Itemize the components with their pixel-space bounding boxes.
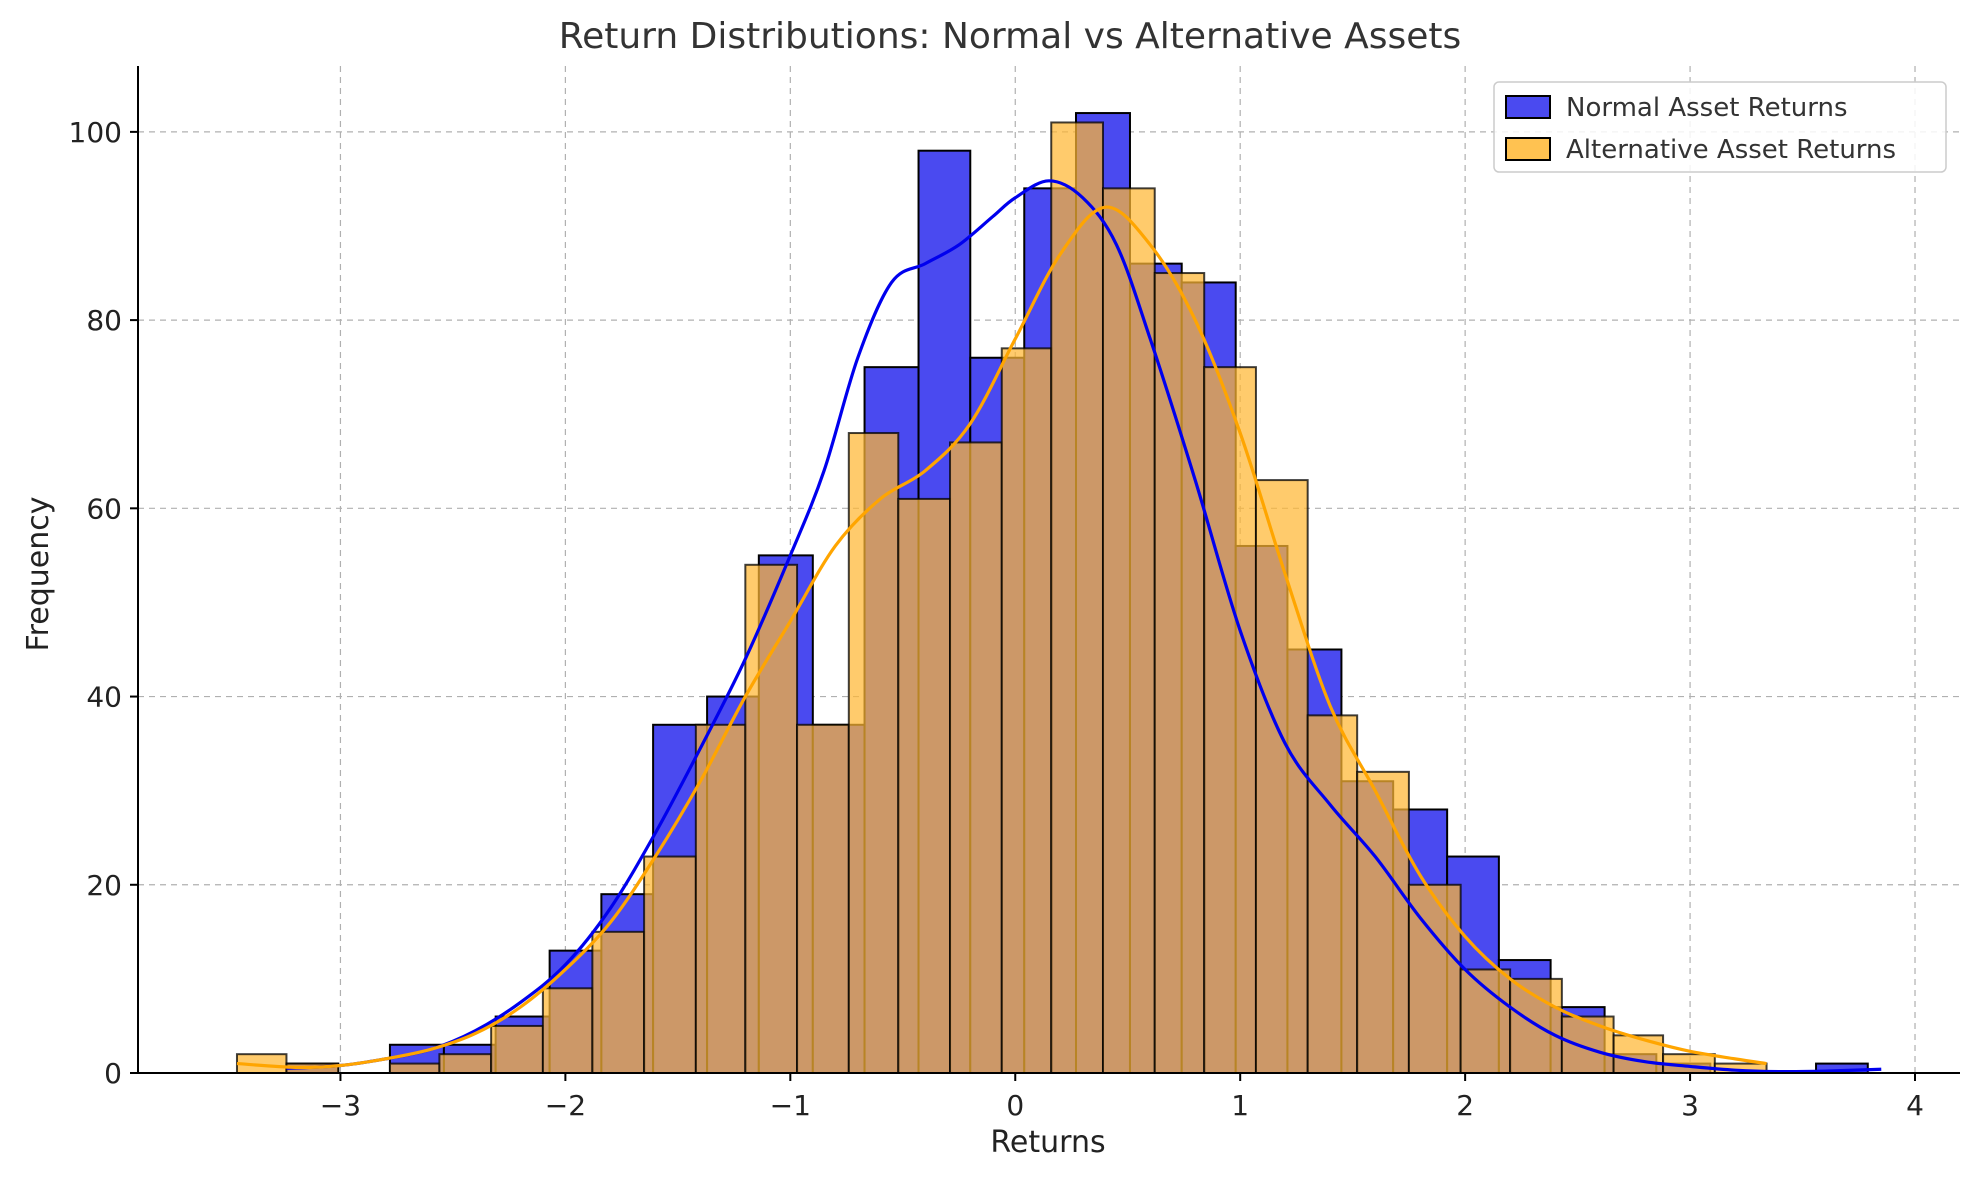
x-tick-label-5: 2 xyxy=(1456,1089,1474,1122)
legend-label-alternative: Alternative Asset Returns xyxy=(1566,135,1896,165)
legend-swatch-alternative xyxy=(1505,137,1551,161)
legend-swatch-normal xyxy=(1505,95,1551,119)
x-tick-label-4: 1 xyxy=(1231,1089,1249,1122)
kde-curve-normal xyxy=(286,179,1882,1074)
x-tick-label-2: −1 xyxy=(770,1089,811,1122)
bar-alternative-11 xyxy=(796,723,850,1074)
x-tick-label-0: −3 xyxy=(320,1089,361,1122)
bar-alternative-13 xyxy=(897,497,952,1074)
y-tick-label-0: 0 xyxy=(104,1057,122,1090)
bar-alternative-12 xyxy=(847,432,900,1075)
bar-alternative-6 xyxy=(541,987,594,1075)
kde-curves xyxy=(236,179,1882,1074)
legend-label-normal: Normal Asset Returns xyxy=(1566,93,1848,123)
bar-alternative-14 xyxy=(949,441,1003,1074)
x-axis-label: Returns xyxy=(990,1125,1105,1160)
bar-alternative-4 xyxy=(438,1053,493,1075)
bar-alternative-8 xyxy=(643,855,697,1074)
x-tick-label-3: 0 xyxy=(1006,1089,1024,1122)
bar-alternative-18 xyxy=(1153,272,1206,1074)
kde-curve-alternative xyxy=(236,205,1767,1070)
legend: Normal Asset Returns Alternative Asset Re… xyxy=(1493,81,1947,173)
bar-alternative-19 xyxy=(1203,366,1257,1074)
y-tick-label-4: 80 xyxy=(86,304,122,337)
bar-alternative-10 xyxy=(744,563,799,1074)
bar-alternative-17 xyxy=(1101,187,1156,1075)
y-tick-label-2: 40 xyxy=(86,681,122,714)
legend-box xyxy=(1493,81,1947,173)
bar-alternative-21 xyxy=(1306,714,1359,1074)
bar-alternative-15 xyxy=(1000,347,1053,1075)
y-tick-label-1: 20 xyxy=(86,869,122,902)
bar-alternative-26 xyxy=(1560,1015,1615,1075)
bar-alternative-22 xyxy=(1356,770,1410,1074)
bar-alternative-7 xyxy=(591,930,646,1075)
bar-alternative-24 xyxy=(1459,968,1512,1074)
x-tick-label-6: 3 xyxy=(1681,1089,1699,1122)
bar-alternative-3 xyxy=(388,1062,441,1074)
axes xyxy=(130,66,1960,1081)
x-tick-label-1: −2 xyxy=(545,1089,586,1122)
y-tick-label-5: 100 xyxy=(69,116,122,149)
bar-alternative-27 xyxy=(1612,1034,1665,1074)
y-axis-label: Frequency xyxy=(21,497,56,652)
alternative-asset-bars xyxy=(235,121,1768,1075)
chart-title: Return Distributions: Normal vs Alternat… xyxy=(559,16,1462,57)
bar-alternative-16 xyxy=(1050,121,1104,1075)
bar-alternative-5 xyxy=(490,1024,544,1075)
x-tick-label-7: 4 xyxy=(1906,1089,1924,1122)
y-tick-label-3: 60 xyxy=(86,492,122,525)
